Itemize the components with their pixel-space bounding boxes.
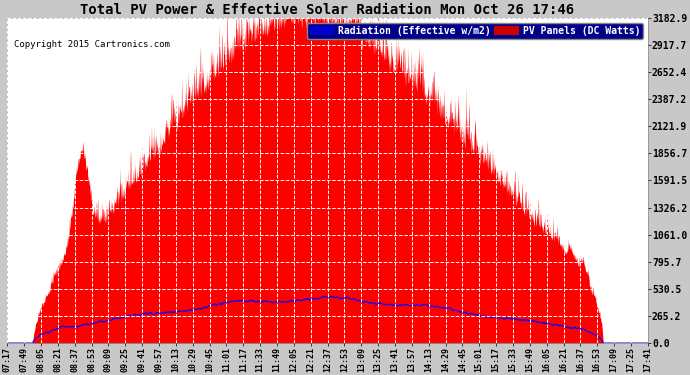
Text: Copyright 2015 Cartronics.com: Copyright 2015 Cartronics.com	[14, 40, 170, 49]
Title: Total PV Power & Effective Solar Radiation Mon Oct 26 17:46: Total PV Power & Effective Solar Radiati…	[81, 3, 575, 17]
Legend: Radiation (Effective w/m2), PV Panels (DC Watts): Radiation (Effective w/m2), PV Panels (D…	[306, 23, 643, 39]
